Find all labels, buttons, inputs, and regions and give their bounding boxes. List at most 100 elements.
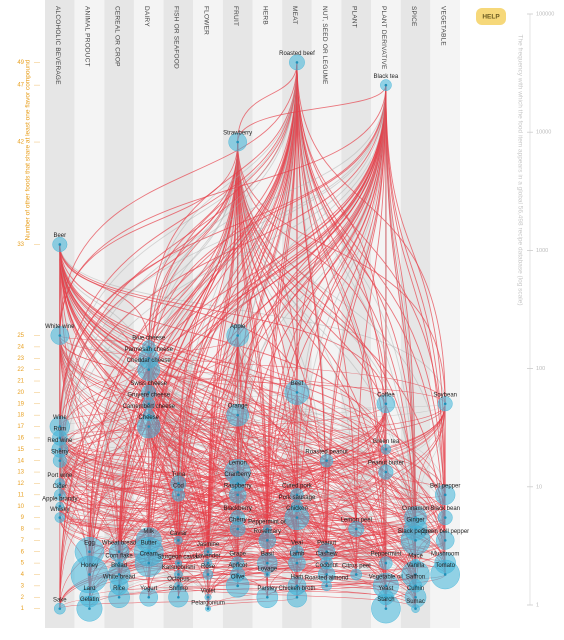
food-label: Apple <box>230 324 246 330</box>
food-node-center <box>384 584 388 588</box>
link <box>266 85 387 598</box>
food-node-center <box>177 561 180 565</box>
column-header: VEGETABLE <box>439 6 446 46</box>
food-node-center <box>384 402 388 406</box>
food-label: Pork sausage <box>279 495 316 501</box>
link <box>59 62 298 609</box>
food-node-center <box>236 527 239 531</box>
food-label: Wheat bread <box>102 540 136 546</box>
food-label: Bread <box>111 563 127 569</box>
food-node-center <box>295 391 299 394</box>
food-label: Lovage <box>257 566 277 572</box>
y-tick-label: 49 <box>17 60 24 66</box>
food-node-center <box>236 140 239 144</box>
food-node-center <box>206 550 210 554</box>
link <box>296 85 387 598</box>
food-node-center <box>384 448 388 451</box>
food-label: Yogurt <box>140 586 157 592</box>
link <box>296 403 446 598</box>
link <box>296 403 387 507</box>
link <box>237 142 446 518</box>
food-label: Jasmine <box>197 542 220 548</box>
y-tick-label: 21 <box>17 379 24 385</box>
link <box>59 62 298 507</box>
help-button-bg[interactable] <box>476 8 506 25</box>
food-label: Sake <box>53 598 67 604</box>
food-node-center <box>266 573 269 576</box>
link <box>59 335 357 529</box>
link <box>89 562 416 609</box>
food-label: Black tea <box>374 74 399 80</box>
help-button-label[interactable]: HELP <box>482 14 500 21</box>
y-tick-label: 19 <box>17 401 24 407</box>
food-node-center <box>295 561 299 565</box>
link <box>296 517 446 586</box>
link <box>59 142 239 461</box>
food-node-center <box>147 561 151 565</box>
link <box>59 403 387 461</box>
link <box>237 62 298 484</box>
food-node-center <box>236 561 239 565</box>
y-tick-label: 12 <box>17 481 24 487</box>
link <box>178 415 238 586</box>
food-node-center <box>88 573 91 576</box>
food-label: Rice <box>113 586 126 592</box>
food-node-center <box>206 573 210 576</box>
food-node-center <box>177 573 180 576</box>
y-tick-label: 6 <box>21 549 25 555</box>
column-header: CEREAL OR CROP <box>113 6 120 67</box>
link <box>326 460 357 529</box>
link <box>237 85 387 484</box>
link <box>118 142 239 552</box>
link <box>148 403 387 564</box>
link <box>296 62 446 541</box>
food-node-center <box>147 595 151 599</box>
link <box>59 506 209 575</box>
link <box>148 85 387 393</box>
link <box>89 62 298 552</box>
link <box>148 358 387 404</box>
link <box>89 85 387 575</box>
link <box>385 85 416 609</box>
y-tick-label: 24 <box>17 344 24 350</box>
link <box>237 415 446 495</box>
link <box>148 517 416 541</box>
food-node-center <box>58 334 62 337</box>
food-label: Lard <box>83 586 95 592</box>
link <box>177 85 387 484</box>
link <box>59 85 387 450</box>
column-header: FISH OR SEAFOOD <box>173 6 180 69</box>
food-label: Blue cheese <box>132 335 166 341</box>
link <box>148 392 416 529</box>
link <box>237 335 387 564</box>
y-tick-label: 2 <box>21 595 25 601</box>
food-node-center <box>117 595 121 599</box>
food-label: Coconut <box>315 563 338 569</box>
help-button[interactable]: HELP <box>476 8 506 25</box>
y-tick-label: 11 <box>18 492 25 498</box>
nodes: Sake Beer White wine Wine Rum Red wine Sherry P… <box>42 51 469 624</box>
link <box>59 244 298 393</box>
link <box>237 335 327 461</box>
link <box>59 415 150 609</box>
link <box>237 483 446 518</box>
y2-tick-label: 10 <box>536 484 542 490</box>
food-node-center <box>414 539 417 542</box>
column-header: ANIMAL PRODUCT <box>84 6 91 67</box>
food-label: Egg <box>84 540 95 546</box>
link <box>296 85 387 518</box>
food-label: Parmesan cheese <box>125 347 174 353</box>
y2-tick-label: 100 <box>536 366 545 372</box>
food-node-center <box>443 516 447 519</box>
link <box>237 472 387 575</box>
y-tick-label: 22 <box>17 367 24 373</box>
food-node-center <box>295 595 299 599</box>
food-label: Green bell pepper <box>421 529 469 535</box>
link <box>296 85 387 393</box>
food-node-center <box>295 584 299 588</box>
link <box>178 403 446 564</box>
link <box>59 244 446 575</box>
food-label: Cashew <box>316 552 338 558</box>
link <box>59 335 446 404</box>
